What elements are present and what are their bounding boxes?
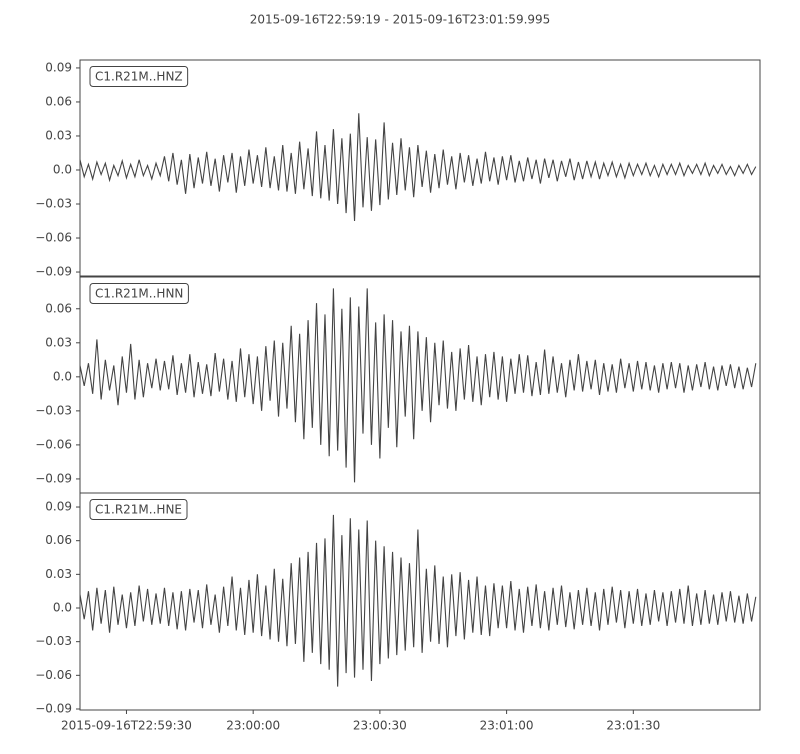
y-tick-label: −0.09 <box>35 471 72 485</box>
y-tick-label: 0.0 <box>53 601 72 615</box>
x-tick-label: 23:00:00 <box>226 719 280 733</box>
y-tick-label: 0.09 <box>45 60 72 74</box>
y-tick-label: −0.06 <box>35 437 72 451</box>
y-tick-label: 0.0 <box>53 162 72 176</box>
y-tick-label: −0.03 <box>35 634 72 648</box>
x-tick-label: 23:00:30 <box>353 719 407 733</box>
legend-box <box>89 283 189 304</box>
y-tick-label: 0.09 <box>45 500 72 514</box>
legend: C1.R21M..HNZ <box>89 66 189 87</box>
y-tick-label: 0.0 <box>53 369 72 383</box>
y-tick-label: 0.06 <box>45 533 72 547</box>
legend: C1.R21M..HNN <box>89 283 189 304</box>
x-tick-label: 23:01:00 <box>480 719 534 733</box>
y-tick-label: −0.03 <box>35 403 72 417</box>
waveform <box>79 288 757 483</box>
x-tick-label: 23:01:30 <box>606 719 660 733</box>
legend-label: C1.R21M..HNN <box>95 287 183 301</box>
y-tick-label: 0.06 <box>45 301 72 315</box>
waveform <box>79 113 757 222</box>
panel-frame <box>79 492 761 711</box>
waveform <box>79 514 757 687</box>
y-tick-label: −0.06 <box>35 668 72 682</box>
legend: C1.R21M..HNE <box>89 499 188 520</box>
y-tick-label: −0.09 <box>35 265 72 279</box>
y-tick-label: −0.03 <box>35 197 72 211</box>
y-tick-label: 0.06 <box>45 94 72 108</box>
y-tick-label: −0.09 <box>35 701 72 715</box>
legend-box <box>89 499 188 520</box>
legend-box <box>89 66 189 87</box>
legend-label: C1.R21M..HNZ <box>95 70 183 84</box>
x-tick-label: 2015-09-16T22:59:30 <box>61 719 192 733</box>
y-tick-label: −0.06 <box>35 231 72 245</box>
y-tick-label: 0.03 <box>45 335 72 349</box>
panel-frame <box>79 59 761 277</box>
y-tick-label: 0.03 <box>45 567 72 581</box>
chart-title: 2015-09-16T22:59:19 - 2015-09-16T23:01:5… <box>250 13 551 27</box>
y-tick-label: 0.03 <box>45 128 72 142</box>
legend-label: C1.R21M..HNE <box>95 503 182 517</box>
